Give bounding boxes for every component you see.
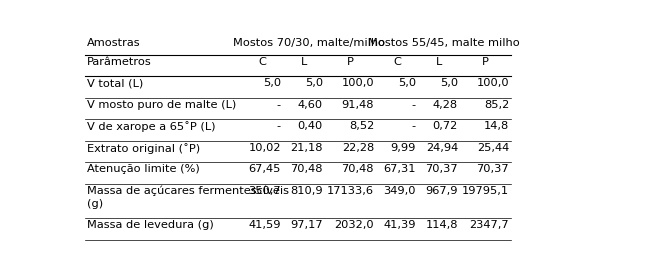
Text: C: C xyxy=(258,57,266,67)
Text: V mosto puro de malte (L): V mosto puro de malte (L) xyxy=(87,100,236,110)
Text: 967,9: 967,9 xyxy=(426,186,458,196)
Text: L: L xyxy=(301,57,307,67)
Text: 8,52: 8,52 xyxy=(348,121,374,131)
Text: 100,0: 100,0 xyxy=(341,78,374,88)
Text: 41,59: 41,59 xyxy=(248,220,281,230)
Text: 4,60: 4,60 xyxy=(298,100,323,110)
Text: 5,0: 5,0 xyxy=(263,78,281,88)
Text: 5,0: 5,0 xyxy=(398,78,416,88)
Text: Massa de levedura (g): Massa de levedura (g) xyxy=(87,220,214,230)
Text: 17133,6: 17133,6 xyxy=(327,186,374,196)
Text: 22,28: 22,28 xyxy=(342,143,374,153)
Text: 2347,7: 2347,7 xyxy=(469,220,509,230)
Text: V de xarope a 65˚P (L): V de xarope a 65˚P (L) xyxy=(87,121,216,132)
Text: 14,8: 14,8 xyxy=(484,121,509,131)
Text: 67,45: 67,45 xyxy=(249,164,281,174)
Text: 9,99: 9,99 xyxy=(391,143,416,153)
Text: 70,37: 70,37 xyxy=(477,164,509,174)
Text: Extrato original (˚P): Extrato original (˚P) xyxy=(87,143,200,154)
Text: 0,72: 0,72 xyxy=(433,121,458,131)
Text: 810,9: 810,9 xyxy=(290,186,323,196)
Text: P: P xyxy=(482,57,489,67)
Text: 350,7: 350,7 xyxy=(248,186,281,196)
Text: 25,44: 25,44 xyxy=(477,143,509,153)
Text: 21,18: 21,18 xyxy=(290,143,323,153)
Text: 91,48: 91,48 xyxy=(342,100,374,110)
Text: 41,39: 41,39 xyxy=(383,220,416,230)
Text: 5,0: 5,0 xyxy=(440,78,458,88)
Text: Mostos 70/30, malte/milho: Mostos 70/30, malte/milho xyxy=(232,38,385,48)
Text: 24,94: 24,94 xyxy=(426,143,458,153)
Text: -: - xyxy=(412,100,416,110)
Text: 70,48: 70,48 xyxy=(290,164,323,174)
Text: 5,0: 5,0 xyxy=(305,78,323,88)
Text: 114,8: 114,8 xyxy=(426,220,458,230)
Text: 70,37: 70,37 xyxy=(425,164,458,174)
Text: Parâmetros: Parâmetros xyxy=(87,57,152,67)
Text: 19795,1: 19795,1 xyxy=(462,186,509,196)
Text: Amostras: Amostras xyxy=(87,38,141,48)
Text: 2032,0: 2032,0 xyxy=(335,220,374,230)
Text: 97,17: 97,17 xyxy=(290,220,323,230)
Text: 0,40: 0,40 xyxy=(298,121,323,131)
Text: -: - xyxy=(277,100,281,110)
Text: -: - xyxy=(412,121,416,131)
Text: L: L xyxy=(436,57,442,67)
Text: Mostos 55/45, malte milho: Mostos 55/45, malte milho xyxy=(368,38,519,48)
Text: 67,31: 67,31 xyxy=(383,164,416,174)
Text: 85,2: 85,2 xyxy=(484,100,509,110)
Text: V total (L): V total (L) xyxy=(87,78,143,88)
Text: 70,48: 70,48 xyxy=(342,164,374,174)
Text: Massa de açúcares fermentescíveis
(g): Massa de açúcares fermentescíveis (g) xyxy=(87,186,289,209)
Text: C: C xyxy=(393,57,401,67)
Text: 349,0: 349,0 xyxy=(383,186,416,196)
Text: Atenução limite (%): Atenução limite (%) xyxy=(87,164,200,174)
Text: -: - xyxy=(277,121,281,131)
Text: 100,0: 100,0 xyxy=(477,78,509,88)
Text: 4,28: 4,28 xyxy=(433,100,458,110)
Text: 10,02: 10,02 xyxy=(248,143,281,153)
Text: P: P xyxy=(347,57,354,67)
